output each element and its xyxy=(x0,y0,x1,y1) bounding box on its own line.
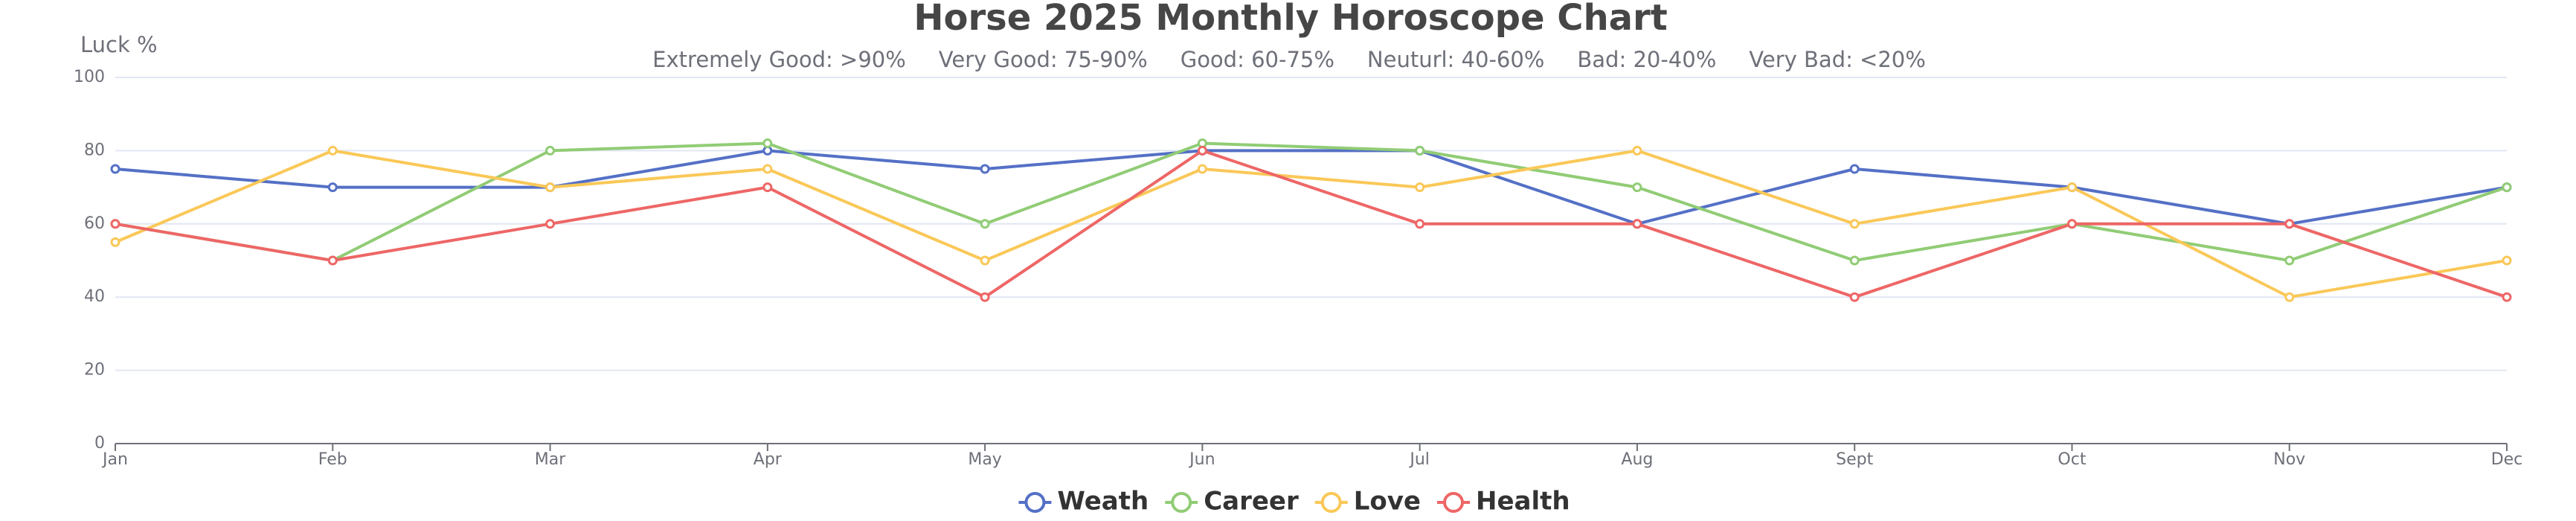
legend-label: Weath xyxy=(1057,487,1149,517)
x-tick-label: Mar xyxy=(535,450,566,469)
legend-label: Health xyxy=(1476,487,1570,517)
data-point xyxy=(2502,255,2512,266)
legend-item[interactable]: Health xyxy=(1437,487,1570,517)
legend-icon-marker xyxy=(1320,492,1342,513)
data-point xyxy=(1849,219,1860,229)
data-point xyxy=(1415,219,1425,229)
legend-icon-marker xyxy=(1443,492,1464,513)
data-point xyxy=(327,145,338,156)
data-point xyxy=(2066,219,2077,229)
legend-item[interactable]: Career xyxy=(1165,487,1299,517)
data-point xyxy=(980,164,990,174)
y-tick-label: 100 xyxy=(74,68,105,86)
legend-icon-marker xyxy=(1171,492,1192,513)
x-tick-label: Dec xyxy=(2491,450,2523,469)
data-point xyxy=(545,182,556,193)
x-tick-label: Apr xyxy=(754,450,783,469)
y-tick-label: 0 xyxy=(94,434,105,453)
data-point xyxy=(1849,292,1860,302)
subtitle-item: Very Good: 75-90% xyxy=(939,47,1148,72)
data-point xyxy=(762,164,773,174)
x-tick-label: Jun xyxy=(1188,450,1215,469)
data-point xyxy=(980,219,990,229)
data-point xyxy=(110,164,121,174)
x-tick-label: Jan xyxy=(101,450,128,469)
x-tick-label: Oct xyxy=(2058,450,2086,469)
subtitle-item: Good: 60-75% xyxy=(1181,47,1334,72)
legend-icon-marker xyxy=(1024,492,1046,513)
y-tick-label: 80 xyxy=(84,141,105,159)
x-tick-label: Sept xyxy=(1836,450,1873,469)
legend-label: Love xyxy=(1354,487,1421,517)
subtitle: Extremely Good: >90% Very Good: 75-90% Goo… xyxy=(652,47,1926,72)
legend-item[interactable]: Weath xyxy=(1018,487,1149,517)
subtitle-item: Very Bad: <20% xyxy=(1749,47,1926,72)
y-tick-label: 40 xyxy=(84,287,105,306)
y-axis-label: Luck % xyxy=(80,32,158,57)
legend-item[interactable]: Love xyxy=(1314,487,1421,517)
chart-title: Horse 2025 Monthly Horoscope Chart xyxy=(913,0,1667,39)
grid xyxy=(115,77,2507,371)
x-tick-label: Nov xyxy=(2273,450,2305,469)
data-point xyxy=(2284,219,2295,229)
data-point xyxy=(2502,292,2512,302)
x-tick-label: May xyxy=(968,450,1001,469)
data-point xyxy=(2284,292,2295,302)
data-point xyxy=(327,255,338,266)
data-point xyxy=(327,182,338,193)
data-point xyxy=(1849,164,1860,174)
data-point xyxy=(545,145,556,156)
data-point xyxy=(762,182,773,193)
series-line xyxy=(115,149,2508,299)
data-point xyxy=(1632,182,1642,193)
y-tick-label: 20 xyxy=(84,361,105,380)
data-point xyxy=(2284,255,2295,266)
data-point xyxy=(545,219,556,229)
legend: Weath Career Love Health xyxy=(1018,487,1570,517)
data-point xyxy=(1632,219,1642,229)
axes: 0 20 40 60 80 100 Jan Feb Mar Apr May Jun Jul Aug Sept… xyxy=(74,68,2522,469)
data-point xyxy=(980,292,990,302)
series-line xyxy=(115,141,2508,262)
subtitle-item: Extremely Good: >90% xyxy=(652,47,906,72)
data-point xyxy=(762,138,773,149)
series-line xyxy=(115,149,2508,299)
data-point xyxy=(1849,255,1860,266)
data-point xyxy=(2066,182,2077,193)
data-point xyxy=(110,237,121,247)
data-point xyxy=(1415,145,1425,156)
data-point xyxy=(1632,145,1642,156)
y-tick-label: 60 xyxy=(84,214,105,233)
data-point xyxy=(2502,182,2512,193)
data-point xyxy=(110,219,121,229)
subtitle-item: Neuturl: 40-60% xyxy=(1367,47,1544,72)
plot-area xyxy=(110,138,2512,302)
data-point xyxy=(980,255,990,266)
series-line xyxy=(115,149,2508,226)
x-tick-label: Feb xyxy=(318,450,347,469)
x-tick-label: Jul xyxy=(1408,450,1430,469)
x-tick-label: Aug xyxy=(1621,450,1653,469)
data-point xyxy=(1197,145,1207,156)
data-point xyxy=(1415,182,1425,193)
data-point xyxy=(1197,164,1207,174)
subtitle-item: Bad: 20-40% xyxy=(1577,47,1716,72)
legend-label: Career xyxy=(1204,487,1299,517)
